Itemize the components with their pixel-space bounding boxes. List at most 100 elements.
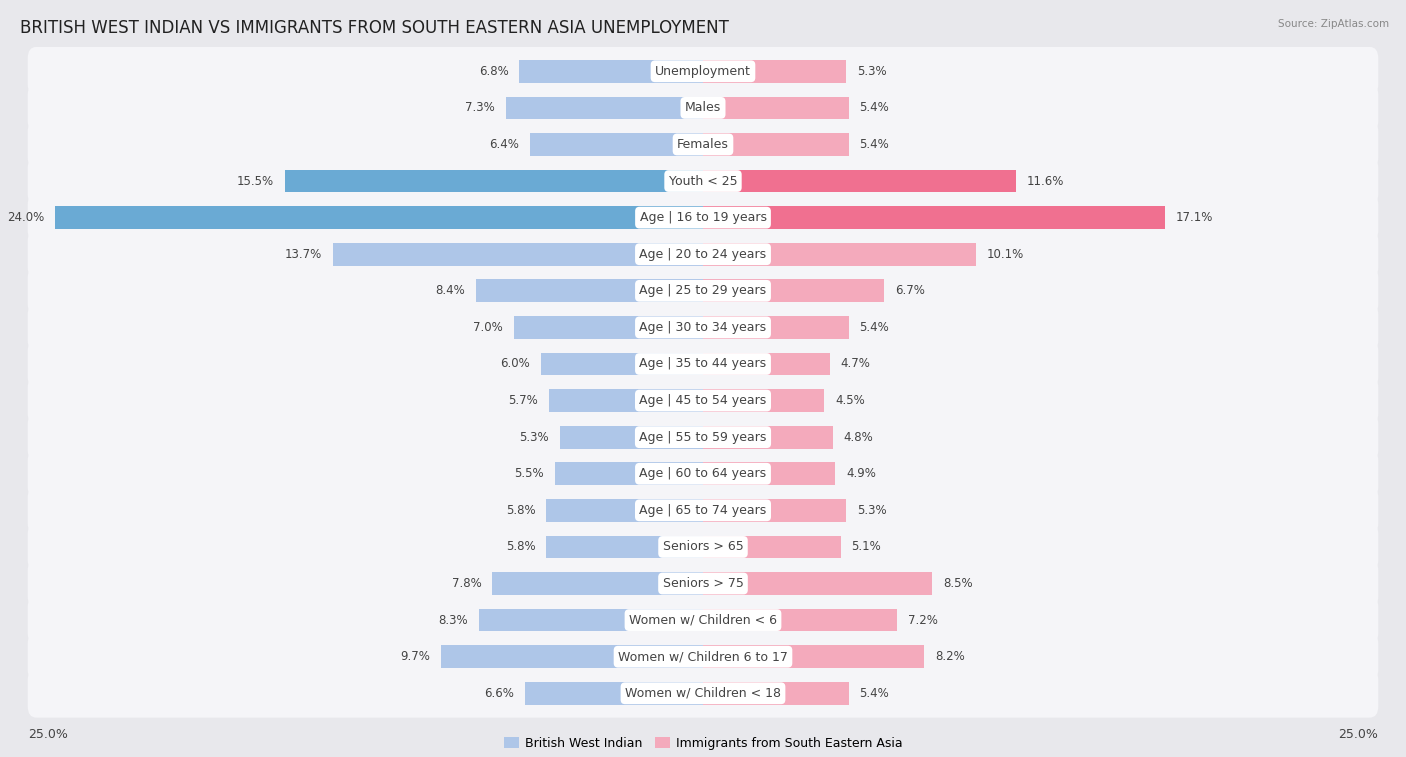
Text: 5.7%: 5.7% (509, 394, 538, 407)
FancyBboxPatch shape (28, 83, 1378, 132)
Bar (703, 463, 835, 485)
Bar (284, 170, 703, 192)
Text: 7.0%: 7.0% (474, 321, 503, 334)
Text: Females: Females (678, 138, 728, 151)
Bar (515, 316, 703, 338)
Text: Age | 20 to 24 years: Age | 20 to 24 years (640, 248, 766, 260)
Text: 25.0%: 25.0% (28, 728, 67, 741)
Bar (703, 353, 830, 375)
FancyBboxPatch shape (28, 486, 1378, 534)
Bar (541, 353, 703, 375)
Text: Age | 30 to 34 years: Age | 30 to 34 years (640, 321, 766, 334)
Text: Age | 55 to 59 years: Age | 55 to 59 years (640, 431, 766, 444)
Bar (703, 60, 846, 83)
Text: 5.8%: 5.8% (506, 504, 536, 517)
FancyBboxPatch shape (28, 522, 1378, 572)
FancyBboxPatch shape (28, 413, 1378, 462)
Text: 8.3%: 8.3% (439, 614, 468, 627)
Bar (703, 97, 849, 119)
Text: 25.0%: 25.0% (1339, 728, 1378, 741)
Text: 24.0%: 24.0% (7, 211, 45, 224)
Text: 5.3%: 5.3% (856, 504, 887, 517)
Text: 6.4%: 6.4% (489, 138, 519, 151)
Text: 5.3%: 5.3% (519, 431, 550, 444)
Text: Age | 45 to 54 years: Age | 45 to 54 years (640, 394, 766, 407)
Text: Women w/ Children 6 to 17: Women w/ Children 6 to 17 (619, 650, 787, 663)
Bar (506, 97, 703, 119)
Text: 5.4%: 5.4% (859, 321, 890, 334)
Text: 8.2%: 8.2% (935, 650, 965, 663)
FancyBboxPatch shape (28, 559, 1378, 608)
Text: Source: ZipAtlas.com: Source: ZipAtlas.com (1278, 19, 1389, 29)
Text: 7.2%: 7.2% (908, 614, 938, 627)
Text: Seniors > 75: Seniors > 75 (662, 577, 744, 590)
Text: Age | 65 to 74 years: Age | 65 to 74 years (640, 504, 766, 517)
Bar (703, 207, 1164, 229)
Text: Age | 35 to 44 years: Age | 35 to 44 years (640, 357, 766, 370)
Text: 8.5%: 8.5% (943, 577, 973, 590)
Bar (703, 316, 849, 338)
Bar (560, 426, 703, 448)
Bar (703, 682, 849, 705)
Text: 5.4%: 5.4% (859, 138, 890, 151)
FancyBboxPatch shape (28, 266, 1378, 315)
Bar (554, 463, 703, 485)
Text: 7.8%: 7.8% (451, 577, 482, 590)
Text: 5.8%: 5.8% (506, 540, 536, 553)
Text: 4.5%: 4.5% (835, 394, 865, 407)
Bar (703, 536, 841, 558)
Text: 17.1%: 17.1% (1175, 211, 1213, 224)
Text: Age | 25 to 29 years: Age | 25 to 29 years (640, 285, 766, 298)
Text: 5.4%: 5.4% (859, 101, 890, 114)
Text: 9.7%: 9.7% (401, 650, 430, 663)
Text: Seniors > 65: Seniors > 65 (662, 540, 744, 553)
Text: Age | 60 to 64 years: Age | 60 to 64 years (640, 467, 766, 480)
Bar (547, 536, 703, 558)
Text: 11.6%: 11.6% (1026, 175, 1064, 188)
FancyBboxPatch shape (28, 596, 1378, 644)
Bar (441, 646, 703, 668)
FancyBboxPatch shape (28, 340, 1378, 388)
Text: 7.3%: 7.3% (465, 101, 495, 114)
Bar (477, 279, 703, 302)
FancyBboxPatch shape (28, 230, 1378, 279)
Bar (703, 243, 976, 266)
Text: BRITISH WEST INDIAN VS IMMIGRANTS FROM SOUTH EASTERN ASIA UNEMPLOYMENT: BRITISH WEST INDIAN VS IMMIGRANTS FROM S… (20, 19, 728, 37)
FancyBboxPatch shape (28, 47, 1378, 95)
Text: 5.3%: 5.3% (856, 65, 887, 78)
Bar (703, 279, 884, 302)
Bar (703, 646, 924, 668)
FancyBboxPatch shape (28, 120, 1378, 169)
Text: 5.1%: 5.1% (852, 540, 882, 553)
Text: 5.4%: 5.4% (859, 687, 890, 699)
Bar (550, 389, 703, 412)
Legend: British West Indian, Immigrants from South Eastern Asia: British West Indian, Immigrants from Sou… (499, 732, 907, 755)
Text: 6.7%: 6.7% (894, 285, 925, 298)
FancyBboxPatch shape (28, 632, 1378, 681)
FancyBboxPatch shape (28, 157, 1378, 205)
Text: Youth < 25: Youth < 25 (669, 175, 737, 188)
Bar (703, 426, 832, 448)
Bar (703, 499, 846, 522)
Bar (703, 170, 1017, 192)
Bar (55, 207, 703, 229)
Text: Women w/ Children < 18: Women w/ Children < 18 (626, 687, 780, 699)
Bar (703, 609, 897, 631)
Text: 4.9%: 4.9% (846, 467, 876, 480)
Text: 5.5%: 5.5% (515, 467, 544, 480)
Bar (703, 389, 824, 412)
FancyBboxPatch shape (28, 193, 1378, 242)
Bar (479, 609, 703, 631)
Bar (530, 133, 703, 156)
Bar (703, 133, 849, 156)
Text: Males: Males (685, 101, 721, 114)
Bar (524, 682, 703, 705)
FancyBboxPatch shape (28, 669, 1378, 718)
FancyBboxPatch shape (28, 450, 1378, 498)
Text: 8.4%: 8.4% (436, 285, 465, 298)
Text: 6.8%: 6.8% (479, 65, 509, 78)
Bar (519, 60, 703, 83)
Text: 13.7%: 13.7% (285, 248, 322, 260)
FancyBboxPatch shape (28, 303, 1378, 352)
Text: 6.6%: 6.6% (484, 687, 515, 699)
